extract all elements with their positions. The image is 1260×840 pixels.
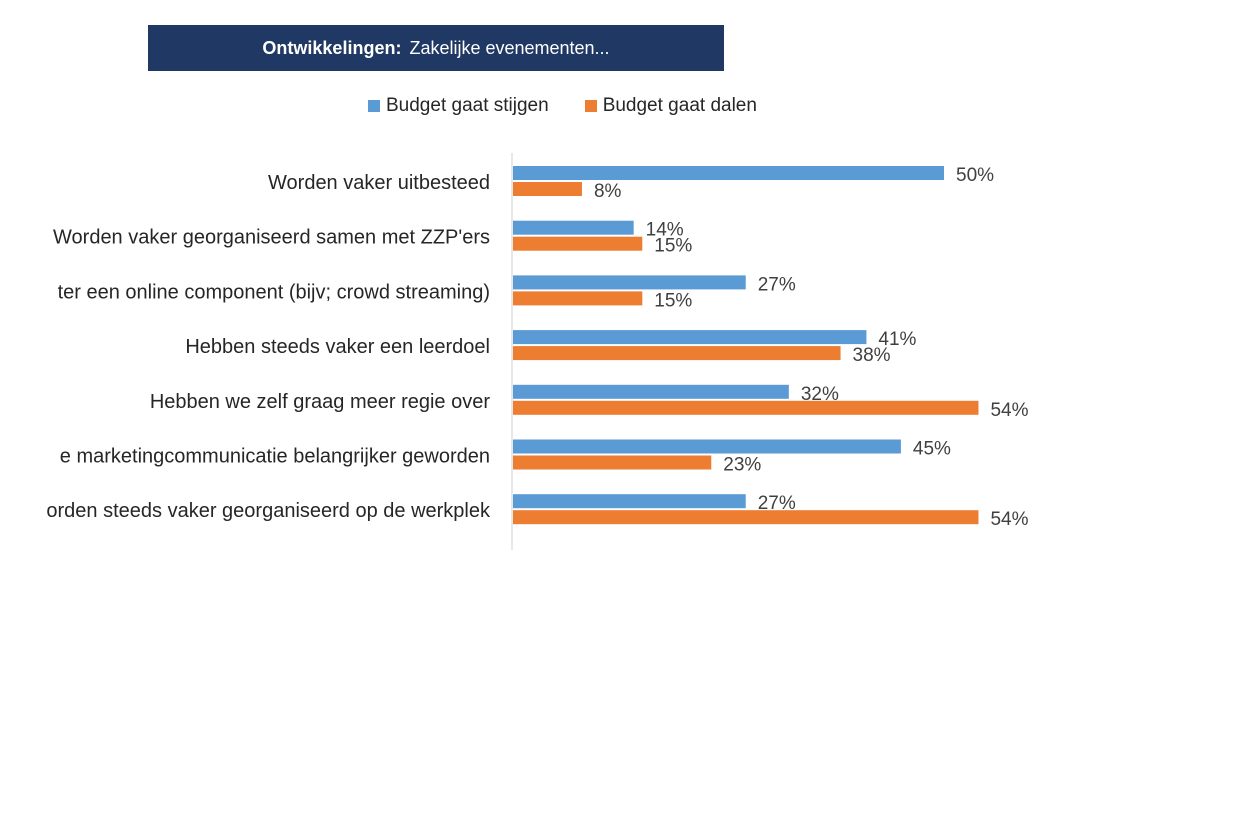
category-label: Worden vaker georganiseerd samen met ZZP… — [53, 227, 490, 249]
chart-title: Ontwikkelingen: Zakelijke evenementen... — [148, 25, 724, 71]
bar-stijgen — [513, 275, 746, 290]
category-label: Hebben steeds vaker een leerdoel — [185, 336, 490, 358]
bar-stijgen — [513, 220, 634, 235]
data-label-stijgen: 27% — [758, 493, 796, 514]
bar-stijgen — [513, 330, 867, 345]
legend-swatch-stijgen — [368, 100, 380, 112]
data-label-dalen: 15% — [654, 290, 692, 311]
bar-dalen — [513, 291, 643, 306]
legend-item-stijgen: Budget gaat stijgen — [368, 95, 549, 117]
legend-label-stijgen: Budget gaat stijgen — [386, 95, 549, 116]
bar-dalen — [513, 236, 643, 251]
data-label-dalen: 8% — [594, 181, 622, 202]
bar-stijgen — [513, 494, 746, 509]
category-label: orden steeds vaker georganiseerd op de w… — [46, 500, 491, 522]
category-label: Hebben we zelf graag meer regie over — [150, 391, 491, 413]
data-label-stijgen: 45% — [913, 439, 951, 460]
data-label-stijgen: 50% — [956, 165, 994, 186]
category-label: e marketingcommunicatie belangrijker gew… — [60, 446, 490, 468]
chart-title-rest: Zakelijke evenementen... — [409, 37, 610, 58]
category-label: Worden vaker uitbesteed — [268, 172, 490, 194]
bar-dalen — [513, 510, 979, 525]
legend: Budget gaat stijgen Budget gaat dalen — [368, 94, 757, 118]
bar-dalen — [513, 182, 582, 196]
legend-label-dalen: Budget gaat dalen — [602, 95, 757, 116]
data-label-stijgen: 27% — [758, 274, 796, 295]
data-label-dalen: 15% — [654, 236, 692, 257]
bar-dalen — [513, 346, 841, 361]
data-label-dalen: 54% — [990, 509, 1028, 530]
data-label-stijgen: 41% — [878, 329, 916, 350]
legend-item-dalen: Budget gaat dalen — [584, 95, 757, 117]
bar-stijgen — [513, 384, 789, 399]
data-label-dalen: 23% — [723, 455, 761, 476]
bar-stijgen — [513, 166, 944, 180]
data-label-stijgen: 32% — [801, 384, 839, 405]
bar-dalen — [513, 400, 979, 415]
chart-title-bold: Ontwikkelingen: — [262, 37, 402, 58]
legend-swatch-dalen — [584, 100, 597, 112]
category-label: ter een online component (bijv; crowd st… — [58, 281, 490, 303]
data-label-dalen: 38% — [853, 345, 891, 366]
data-label-stijgen: 14% — [646, 220, 684, 241]
bar-stijgen — [513, 439, 901, 454]
bar-dalen — [513, 455, 712, 470]
data-label-dalen: 54% — [990, 400, 1028, 421]
